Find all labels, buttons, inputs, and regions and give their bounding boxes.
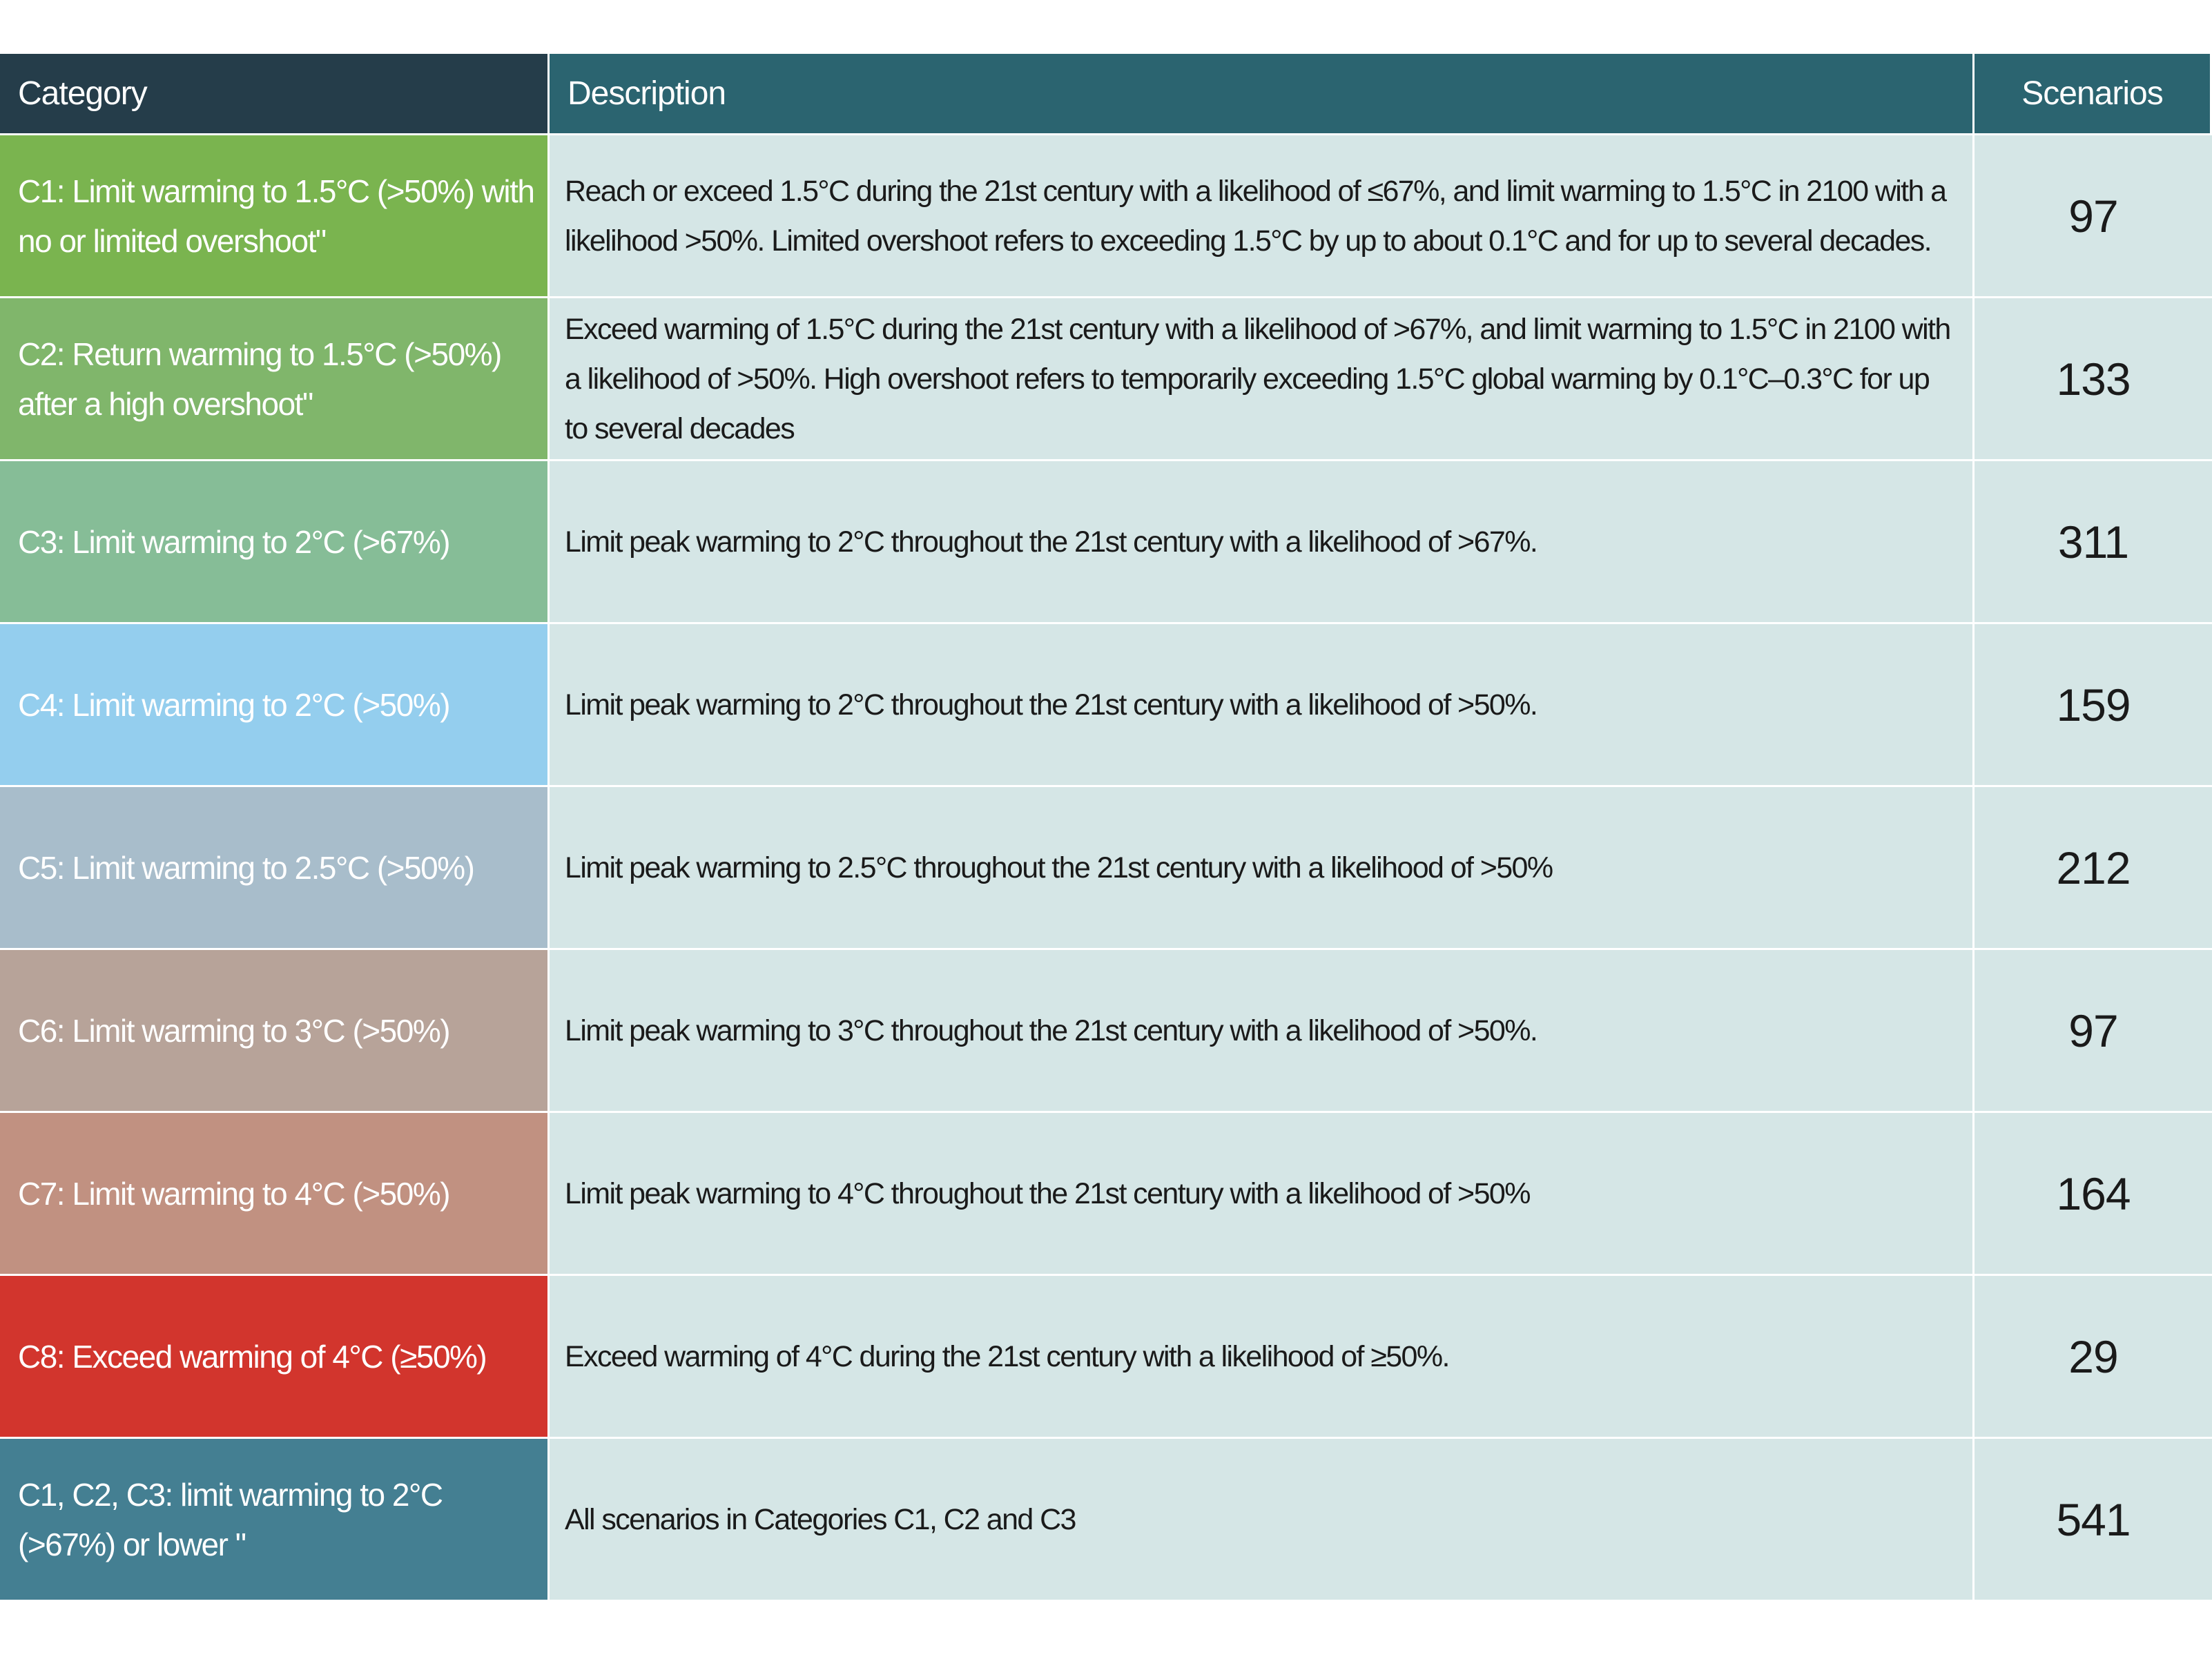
- scenario-count: 29: [1975, 1276, 2212, 1439]
- description-text: Limit peak warming to 2.5°C throughout t…: [565, 851, 1553, 884]
- category-cell: C2: Return warming to 1.5°C (>50%) after…: [0, 298, 550, 461]
- scenario-category-table: Category Description Scenarios C1: Limit…: [0, 54, 2212, 1602]
- description-text: All scenarios in Categories C1, C2 and C…: [565, 1502, 1076, 1536]
- description-text: Exceed warming of 1.5°C during the 21st …: [565, 312, 1951, 445]
- category-cell: C8: Exceed warming of 4°C (≥50%): [0, 1276, 550, 1439]
- scenario-count: 212: [1975, 787, 2212, 950]
- description-text: Limit peak warming to 2°C throughout the…: [565, 525, 1538, 559]
- category-cell: C4: Limit warming to 2°C (>50%): [0, 624, 550, 787]
- description-cell: Limit peak warming to 4°C throughout the…: [550, 1113, 1975, 1276]
- header-description: Description: [550, 54, 1975, 135]
- description-cell: Limit peak warming to 2°C throughout the…: [550, 624, 1975, 787]
- category-label: C7: Limit warming to 4°C (>50%): [18, 1175, 451, 1212]
- description-cell: Exceed warming of 4°C during the 21st ce…: [550, 1276, 1975, 1439]
- scenario-count: 311: [1975, 461, 2212, 624]
- category-label: C8: Exceed warming of 4°C (≥50%): [18, 1338, 487, 1375]
- description-text: Limit peak warming to 2°C throughout the…: [565, 688, 1538, 721]
- description-cell: Exceed warming of 1.5°C during the 21st …: [550, 298, 1975, 461]
- description-cell: All scenarios in Categories C1, C2 and C…: [550, 1439, 1975, 1602]
- category-label: C1: Limit warming to 1.5°C (>50%) with n…: [18, 173, 535, 259]
- header-scenarios: Scenarios: [1975, 54, 2212, 135]
- category-cell: C1, C2, C3: limit warming to 2°C (>67%) …: [0, 1439, 550, 1602]
- category-cell: C7: Limit warming to 4°C (>50%): [0, 1113, 550, 1276]
- category-label: C4: Limit warming to 2°C (>50%): [18, 686, 451, 723]
- description-text: Exceed warming of 4°C during the 21st ce…: [565, 1339, 1450, 1373]
- description-cell: Limit peak warming to 2.5°C throughout t…: [550, 787, 1975, 950]
- description-text: Limit peak warming to 3°C throughout the…: [565, 1014, 1538, 1047]
- category-cell: C1: Limit warming to 1.5°C (>50%) with n…: [0, 135, 550, 298]
- description-cell: Limit peak warming to 3°C throughout the…: [550, 950, 1975, 1113]
- category-label: C5: Limit warming to 2.5°C (>50%): [18, 849, 475, 886]
- description-text: Reach or exceed 1.5°C during the 21st ce…: [565, 174, 1947, 258]
- category-cell: C6: Limit warming to 3°C (>50%): [0, 950, 550, 1113]
- description-cell: Limit peak warming to 2°C throughout the…: [550, 461, 1975, 624]
- description-text: Limit peak warming to 4°C throughout the…: [565, 1176, 1531, 1210]
- header-category: Category: [0, 54, 550, 135]
- scenario-count: 541: [1975, 1439, 2212, 1602]
- category-cell: C5: Limit warming to 2.5°C (>50%): [0, 787, 550, 950]
- scenario-count: 97: [1975, 135, 2212, 298]
- category-label: C6: Limit warming to 3°C (>50%): [18, 1012, 451, 1049]
- scenario-count: 133: [1975, 298, 2212, 461]
- description-cell: Reach or exceed 1.5°C during the 21st ce…: [550, 135, 1975, 298]
- category-label: C2: Return warming to 1.5°C (>50%) after…: [18, 336, 502, 422]
- scenario-count: 97: [1975, 950, 2212, 1113]
- category-label: C3: Limit warming to 2°C (>67%): [18, 523, 451, 560]
- category-label: C1, C2, C3: limit warming to 2°C (>67%) …: [18, 1476, 443, 1562]
- category-cell: C3: Limit warming to 2°C (>67%): [0, 461, 550, 624]
- scenario-count: 164: [1975, 1113, 2212, 1276]
- scenario-count: 159: [1975, 624, 2212, 787]
